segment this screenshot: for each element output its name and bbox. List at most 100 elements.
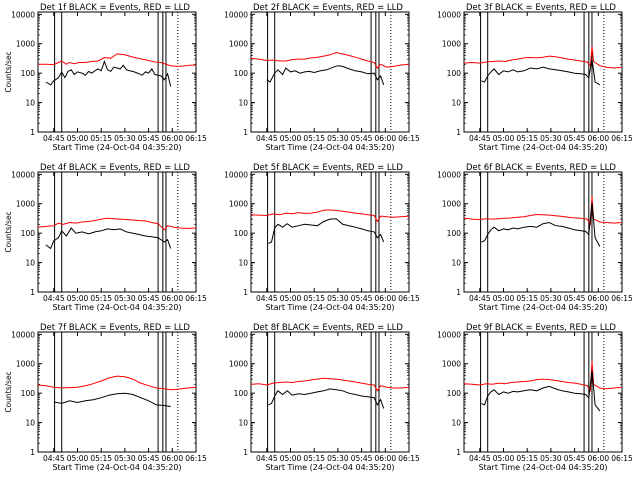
x-tick-label: 06:00 bbox=[161, 454, 183, 463]
panel-det-6: Det 6f BLACK = Events, RED = LLD 1 10 100 10… bbox=[437, 163, 633, 312]
x-axis-label: Start Time (24-Oct-04 04:35:20) bbox=[265, 303, 394, 312]
x-tick-label: 06:00 bbox=[587, 134, 609, 143]
y-tick-label: 1 bbox=[30, 288, 35, 297]
y-tick-label: 1000 bbox=[16, 40, 35, 49]
x-tick-label: 05:30 bbox=[114, 294, 136, 303]
plot-frame bbox=[37, 331, 197, 453]
x-tick-label: 05:45 bbox=[138, 134, 160, 143]
x-tick-label: 05:00 bbox=[493, 294, 515, 303]
panel-title: Det 2f BLACK = Events, RED = LLD bbox=[253, 3, 403, 13]
x-tick-label: 04:45 bbox=[469, 294, 491, 303]
events-series-line bbox=[45, 227, 172, 250]
x-tick-label: 05:45 bbox=[351, 294, 373, 303]
panel-title: Det 7f BLACK = Events, RED = LLD bbox=[40, 323, 190, 333]
x-tick-label: 06:15 bbox=[611, 134, 633, 143]
x-tick-label: 05:15 bbox=[90, 294, 112, 303]
y-tick-label: 100 bbox=[234, 69, 249, 78]
y-tick-label: 100 bbox=[234, 229, 249, 238]
x-tick-label: 05:30 bbox=[540, 454, 562, 463]
x-axis-label: Start Time (24-Oct-04 04:35:20) bbox=[265, 463, 394, 472]
x-tick-label: 05:15 bbox=[303, 454, 325, 463]
events-series-line bbox=[45, 60, 172, 87]
lld-series-line bbox=[250, 209, 410, 223]
y-tick-label: 10000 bbox=[224, 10, 248, 19]
lld-series-line bbox=[463, 46, 623, 69]
events-series-line bbox=[268, 218, 385, 244]
y-tick-label: 10000 bbox=[224, 330, 248, 339]
plot-frame bbox=[37, 171, 197, 293]
y-tick-label: 1000 bbox=[229, 40, 248, 49]
panel-det-1: Det 1f BLACK = Events, RED = LLD 1 10 100 10… bbox=[4, 3, 207, 152]
panel-det-8: Det 8f BLACK = Events, RED = LLD 1 10 100 10… bbox=[224, 323, 420, 472]
y-tick-label: 1 bbox=[456, 448, 461, 457]
y-tick-label: 10000 bbox=[437, 170, 461, 179]
y-tick-label: 100 bbox=[21, 389, 36, 398]
y-tick-label: 1000 bbox=[16, 200, 35, 209]
x-axis-label: Start Time (24-Oct-04 04:35:20) bbox=[52, 463, 181, 472]
y-tick-label: 10 bbox=[25, 419, 35, 428]
x-tick-label: 06:00 bbox=[161, 294, 183, 303]
x-tick-label: 06:00 bbox=[374, 454, 396, 463]
x-tick-label: 05:00 bbox=[67, 134, 89, 143]
x-tick-label: 06:15 bbox=[611, 294, 633, 303]
y-tick-label: 10 bbox=[451, 99, 461, 108]
x-tick-label: 05:45 bbox=[564, 134, 586, 143]
x-axis-label: Start Time (24-Oct-04 04:35:20) bbox=[52, 143, 181, 152]
y-tick-label: 10 bbox=[238, 259, 248, 268]
y-tick-label: 10000 bbox=[11, 10, 35, 19]
events-series-line bbox=[481, 59, 601, 86]
x-tick-label: 04:45 bbox=[43, 294, 65, 303]
x-tick-label: 05:15 bbox=[303, 134, 325, 143]
x-tick-label: 06:15 bbox=[185, 294, 207, 303]
y-tick-label: 10 bbox=[25, 99, 35, 108]
x-tick-label: 05:30 bbox=[540, 134, 562, 143]
y-tick-label: 100 bbox=[447, 229, 462, 238]
x-tick-label: 05:00 bbox=[67, 294, 89, 303]
y-tick-label: 10 bbox=[238, 419, 248, 428]
events-series-line bbox=[266, 65, 385, 86]
plot-frame bbox=[463, 171, 623, 293]
x-tick-label: 05:45 bbox=[564, 294, 586, 303]
lld-series-line bbox=[38, 53, 197, 67]
x-tick-label: 05:45 bbox=[138, 454, 160, 463]
x-axis-label: Start Time (24-Oct-04 04:35:20) bbox=[478, 303, 607, 312]
y-tick-label: 1 bbox=[456, 288, 461, 297]
panel-title: Det 1f BLACK = Events, RED = LLD bbox=[40, 3, 190, 13]
y-tick-label: 1 bbox=[243, 288, 248, 297]
x-tick-label: 06:00 bbox=[374, 134, 396, 143]
x-tick-label: 04:45 bbox=[256, 134, 278, 143]
x-tick-label: 06:00 bbox=[161, 134, 183, 143]
panel-title: Det 9f BLACK = Events, RED = LLD bbox=[466, 323, 616, 333]
x-tick-label: 04:45 bbox=[256, 294, 278, 303]
panel-det-7: Det 7f BLACK = Events, RED = LLD 1 10 100 10… bbox=[4, 323, 207, 472]
plot-frame bbox=[250, 11, 410, 133]
y-tick-label: 1000 bbox=[442, 360, 461, 369]
x-tick-label: 05:30 bbox=[327, 294, 349, 303]
lld-series-line bbox=[250, 52, 410, 69]
y-tick-label: 1 bbox=[30, 128, 35, 137]
events-series-line bbox=[53, 392, 171, 408]
y-tick-label: 1000 bbox=[16, 360, 35, 369]
events-series-line bbox=[481, 202, 601, 247]
panel-det-2: Det 2f BLACK = Events, RED = LLD 1 10 100 10… bbox=[224, 3, 420, 152]
x-axis-label: Start Time (24-Oct-04 04:35:20) bbox=[478, 463, 607, 472]
y-tick-label: 10000 bbox=[11, 170, 35, 179]
x-tick-label: 05:45 bbox=[564, 454, 586, 463]
y-tick-label: 1 bbox=[243, 448, 248, 457]
panel-det-9: Det 9f BLACK = Events, RED = LLD 1 10 100 10… bbox=[437, 323, 633, 472]
x-tick-label: 06:15 bbox=[611, 454, 633, 463]
panel-title: Det 4f BLACK = Events, RED = LLD bbox=[40, 163, 190, 173]
y-tick-label: 1000 bbox=[229, 200, 248, 209]
x-tick-label: 05:30 bbox=[114, 454, 136, 463]
plot-frame bbox=[463, 11, 623, 133]
y-tick-label: 10 bbox=[25, 259, 35, 268]
plot-frame bbox=[250, 331, 410, 453]
x-tick-label: 04:45 bbox=[43, 134, 65, 143]
x-tick-label: 06:15 bbox=[185, 134, 207, 143]
x-tick-label: 05:45 bbox=[138, 294, 160, 303]
y-tick-label: 100 bbox=[21, 69, 36, 78]
x-tick-label: 06:15 bbox=[398, 454, 420, 463]
panel-det-3: Det 3f BLACK = Events, RED = LLD 1 10 100 10… bbox=[437, 3, 633, 152]
x-tick-label: 05:00 bbox=[280, 134, 302, 143]
y-tick-label: 10 bbox=[238, 99, 248, 108]
